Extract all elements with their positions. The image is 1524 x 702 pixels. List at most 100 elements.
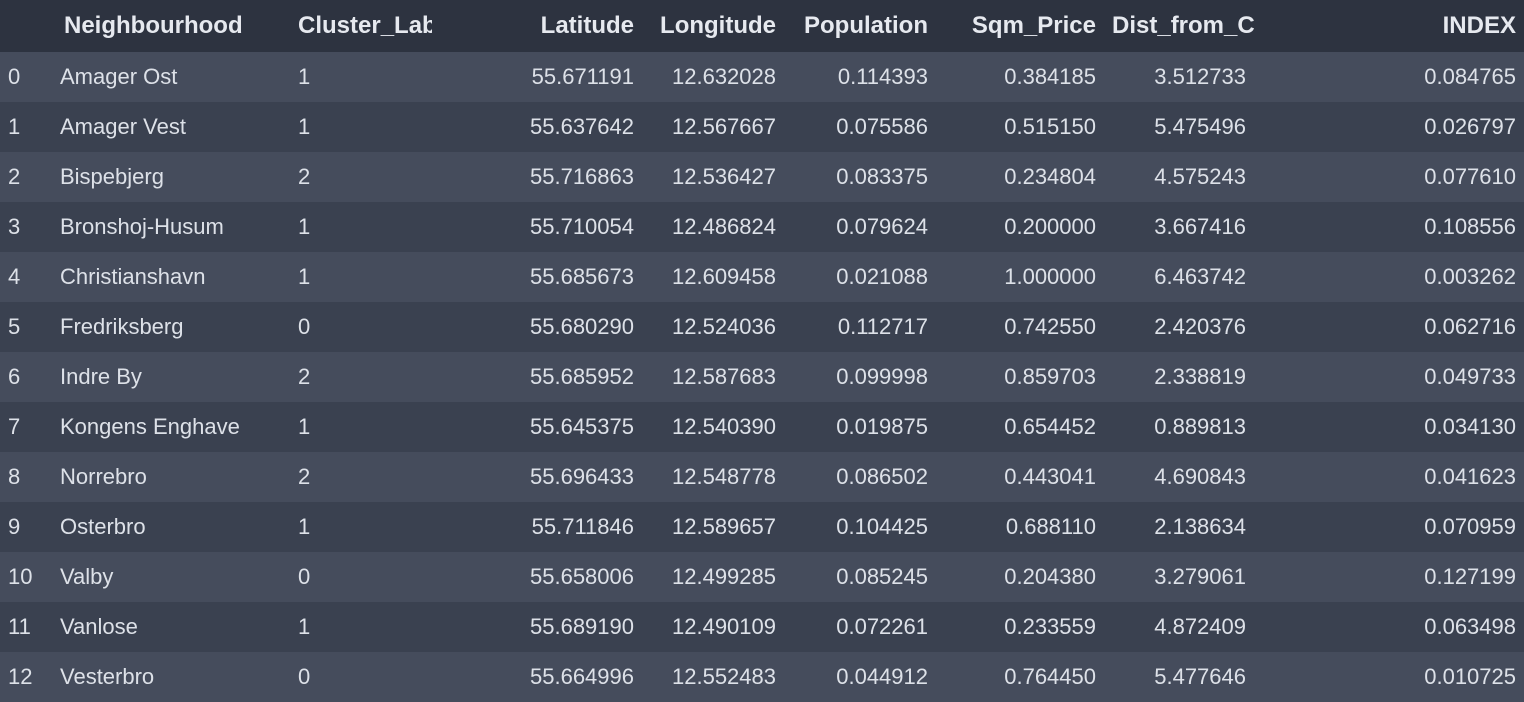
cell-longitude: 12.609458	[672, 264, 776, 289]
cell-dist-from-center: 5.475496	[1154, 114, 1246, 139]
header-index-value: INDEX	[1442, 12, 1516, 39]
cell-longitude: 12.540390	[672, 414, 776, 439]
cell-latitude: 55.696433	[530, 464, 634, 489]
row-index: 7	[8, 414, 21, 439]
table-row: 5 Fredriksberg 0 55.680290 12.524036 0.1…	[0, 302, 1524, 352]
cell-cluster-label: 1	[298, 414, 311, 439]
header-cluster-labels: Cluster_Labels	[298, 12, 432, 39]
cell-cluster-label: 2	[298, 164, 311, 189]
cell-sqm-price: 0.234804	[1004, 164, 1096, 189]
cell-index-value: 0.084765	[1424, 64, 1516, 89]
cell-longitude: 12.548778	[672, 464, 776, 489]
header-longitude: Longitude	[660, 12, 776, 39]
cell-neighbourhood: Kongens Enghave	[60, 414, 240, 439]
cell-index-value: 0.077610	[1424, 164, 1516, 189]
cell-index-value: 0.041623	[1424, 464, 1516, 489]
header-population: Population	[804, 12, 928, 39]
cell-cluster-label: 0	[298, 314, 311, 339]
header-latitude: Latitude	[540, 12, 634, 39]
cell-dist-from-center: 0.889813	[1154, 414, 1246, 439]
cell-population: 0.075586	[836, 114, 928, 139]
row-index: 12	[8, 664, 33, 689]
cell-cluster-label: 1	[298, 514, 311, 539]
cell-neighbourhood: Bronshoj-Husum	[60, 214, 224, 239]
header-sqm-price: Sqm_Price	[971, 12, 1096, 39]
cell-population: 0.085245	[836, 564, 928, 589]
row-index: 4	[8, 264, 21, 289]
cell-neighbourhood: Norrebro	[60, 464, 147, 489]
cell-sqm-price: 0.233559	[1004, 614, 1096, 639]
cell-index-value: 0.127199	[1424, 564, 1516, 589]
cell-index-value: 0.034130	[1424, 414, 1516, 439]
cell-longitude: 12.589657	[672, 514, 776, 539]
row-index: 1	[8, 114, 21, 139]
cell-neighbourhood: Vesterbro	[60, 664, 155, 689]
row-index: 2	[8, 164, 21, 189]
cell-neighbourhood: Bispebjerg	[60, 164, 164, 189]
cell-dist-from-center: 4.575243	[1154, 164, 1246, 189]
table-body: 0 Amager Ost 1 55.671191 12.632028 0.114…	[0, 52, 1524, 702]
cell-longitude: 12.552483	[672, 664, 776, 689]
cell-sqm-price: 0.742550	[1004, 314, 1096, 339]
cell-longitude: 12.632028	[672, 64, 776, 89]
cell-neighbourhood: Fredriksberg	[60, 314, 184, 339]
cell-population: 0.021088	[836, 264, 928, 289]
cell-index-value: 0.108556	[1424, 214, 1516, 239]
cell-dist-from-center: 2.338819	[1154, 364, 1246, 389]
row-index: 9	[8, 514, 21, 539]
cell-population: 0.099998	[836, 364, 928, 389]
cell-population: 0.114393	[837, 64, 928, 89]
table-row: 4 Christianshavn 1 55.685673 12.609458 0…	[0, 252, 1524, 302]
cell-index-value: 0.010725	[1424, 664, 1516, 689]
table-row: 10 Valby 0 55.658006 12.499285 0.085245 …	[0, 552, 1524, 602]
header-row: Neighbourhood Cluster_Labels Latitude Lo…	[0, 0, 1524, 52]
cell-sqm-price: 0.654452	[1004, 414, 1096, 439]
cell-population: 0.044912	[836, 664, 928, 689]
table-row: 12 Vesterbro 0 55.664996 12.552483 0.044…	[0, 652, 1524, 702]
cell-latitude: 55.710054	[530, 214, 634, 239]
cell-dist-from-center: 3.279061	[1154, 564, 1246, 589]
cell-sqm-price: 0.443041	[1004, 464, 1096, 489]
cell-neighbourhood: Vanlose	[60, 614, 138, 639]
table-row: 0 Amager Ost 1 55.671191 12.632028 0.114…	[0, 52, 1524, 102]
cell-sqm-price: 0.688110	[1005, 514, 1096, 539]
cell-longitude: 12.587683	[672, 364, 776, 389]
cell-index-value: 0.049733	[1424, 364, 1516, 389]
row-index: 5	[8, 314, 21, 339]
row-index: 10	[8, 564, 33, 589]
cell-longitude: 12.524036	[672, 314, 776, 339]
row-index: 0	[8, 64, 21, 89]
row-index: 11	[8, 614, 31, 639]
cell-neighbourhood: Indre By	[60, 364, 142, 389]
cell-latitude: 55.671191	[531, 64, 634, 89]
cell-longitude: 12.490109	[672, 614, 776, 639]
cell-dist-from-center: 4.690843	[1154, 464, 1246, 489]
cell-cluster-label: 1	[298, 264, 311, 289]
cell-sqm-price: 0.204380	[1004, 564, 1096, 589]
cell-population: 0.083375	[836, 164, 928, 189]
table-row: 11 Vanlose 1 55.689190 12.490109 0.07226…	[0, 602, 1524, 652]
cell-cluster-label: 1	[298, 614, 311, 639]
cell-latitude: 55.689190	[530, 614, 634, 639]
cell-sqm-price: 1.000000	[1004, 264, 1096, 289]
cell-latitude: 55.711846	[531, 514, 634, 539]
table-row: 3 Bronshoj-Husum 1 55.710054 12.486824 0…	[0, 202, 1524, 252]
cell-cluster-label: 0	[298, 664, 311, 689]
cell-neighbourhood: Amager Vest	[60, 114, 186, 139]
table-row: 1 Amager Vest 1 55.637642 12.567667 0.07…	[0, 102, 1524, 152]
cell-latitude: 55.685952	[530, 364, 634, 389]
cell-latitude: 55.664996	[530, 664, 634, 689]
cell-population: 0.112717	[837, 314, 928, 339]
cell-dist-from-center: 3.667416	[1154, 214, 1246, 239]
table-row: 9 Osterbro 1 55.711846 12.589657 0.10442…	[0, 502, 1524, 552]
cell-latitude: 55.680290	[530, 314, 634, 339]
cell-dist-from-center: 2.138634	[1154, 514, 1246, 539]
cell-index-value: 0.062716	[1424, 314, 1516, 339]
cell-dist-from-center: 5.477646	[1154, 664, 1246, 689]
cell-neighbourhood: Amager Ost	[60, 64, 178, 89]
cell-dist-from-center: 2.420376	[1154, 314, 1246, 339]
cell-latitude: 55.645375	[530, 414, 634, 439]
cell-index-value: 0.003262	[1424, 264, 1516, 289]
cell-population: 0.086502	[836, 464, 928, 489]
